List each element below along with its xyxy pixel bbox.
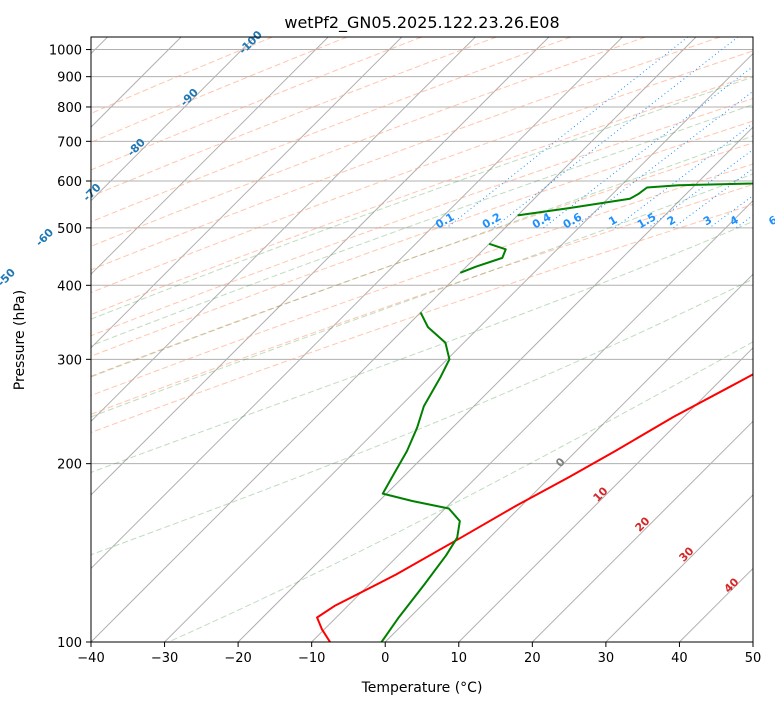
mixing-ratio-line	[709, 37, 775, 228]
y-tick-label: 500	[57, 222, 82, 237]
dry-adiabat-line	[0, 37, 775, 642]
moist-adiabat-line	[0, 37, 775, 642]
y-tick-label: 700	[57, 135, 82, 150]
x-tick-label: −30	[151, 651, 178, 666]
guide-labels: -100-90-80-70-60-50-40-30-20-100.10.20.4…	[0, 28, 775, 596]
isotherm-line	[0, 37, 402, 642]
x-tick-label: 10	[451, 651, 468, 666]
moist-adiabat-line	[0, 37, 775, 642]
guide-lines	[0, 37, 775, 642]
isotherm-line	[312, 37, 775, 642]
x-tick-label: 50	[745, 651, 762, 666]
y-tick-label: 900	[57, 71, 82, 86]
sounding-line-2	[518, 80, 775, 216]
mixing-ratio-label: 6	[766, 213, 775, 228]
x-tick-label: −40	[77, 651, 104, 666]
dry-adiabat-line	[0, 37, 775, 642]
isotherm-line	[385, 37, 775, 642]
x-axis-label: Temperature (°C)	[361, 680, 483, 696]
y-tick-label: 800	[57, 101, 82, 116]
y-tick-label: 400	[57, 279, 82, 294]
dry-adiabat-label: -60	[33, 226, 56, 249]
y-axis-label: Pressure (hPa)	[12, 290, 28, 390]
y-tick-label: 1000	[49, 44, 82, 59]
y-tick-label: 300	[57, 353, 82, 368]
mixing-ratio-label: 2	[665, 213, 678, 228]
moist-adiabat-label: 0	[553, 455, 568, 470]
isotherm-line	[91, 37, 696, 642]
isotherm-line	[238, 37, 775, 642]
dry-adiabat-line	[0, 37, 775, 642]
mixing-ratio-label: 1	[606, 213, 619, 228]
moist-adiabat-label: 10	[591, 484, 611, 504]
mixing-ratio-line	[673, 37, 775, 228]
x-tick-label: 0	[381, 651, 389, 666]
x-tick-label: −10	[298, 651, 325, 666]
dry-adiabat-label: -90	[178, 86, 201, 109]
moist-adiabat-line	[0, 37, 775, 642]
moist-adiabat-label: 40	[722, 575, 742, 595]
dry-adiabat-line	[0, 37, 775, 642]
dry-adiabat-line	[0, 37, 775, 642]
moist-adiabat-label: 20	[633, 514, 653, 534]
x-tick-label: 20	[524, 651, 541, 666]
isotherm-line	[532, 37, 775, 642]
plot-frame	[91, 37, 753, 642]
dry-adiabat-line	[0, 37, 273, 642]
y-tick-label: 600	[57, 175, 82, 190]
dry-adiabat-line	[0, 37, 775, 642]
moist-adiabat-line	[0, 37, 775, 642]
dry-adiabat-label: -80	[125, 136, 148, 159]
mixing-ratio-line	[615, 37, 775, 228]
mixing-ratio-line	[736, 37, 775, 228]
moist-adiabat-line	[0, 37, 775, 642]
chart-title: wetPf2_GN05.2025.122.23.26.E08	[284, 13, 559, 33]
isotherm-line	[753, 37, 775, 642]
isotherm-line	[459, 37, 775, 642]
dry-adiabat-line	[0, 37, 496, 642]
dry-adiabat-line	[0, 37, 571, 642]
dry-adiabat-line	[0, 37, 645, 642]
x-tick-label: 40	[671, 651, 688, 666]
dry-adiabat-line	[0, 37, 422, 642]
moist-adiabat-line	[0, 37, 775, 642]
moist-adiabat-label: 30	[677, 544, 697, 564]
isotherm-line	[165, 37, 770, 642]
dry-adiabat-line	[0, 37, 775, 642]
y-tick-label: 200	[57, 458, 82, 473]
x-tick-label: −20	[224, 651, 251, 666]
x-tick-label: 30	[598, 651, 615, 666]
dry-adiabat-label: -100	[236, 28, 265, 57]
dry-adiabat-label: -50	[0, 266, 18, 289]
mixing-ratio-line	[494, 37, 738, 228]
dry-adiabat-line	[0, 37, 775, 642]
dry-adiabat-label: -70	[80, 181, 103, 204]
y-tick-label: 100	[57, 636, 82, 651]
mixing-ratio-label: 4	[728, 213, 741, 228]
isotherm-line	[0, 37, 255, 642]
